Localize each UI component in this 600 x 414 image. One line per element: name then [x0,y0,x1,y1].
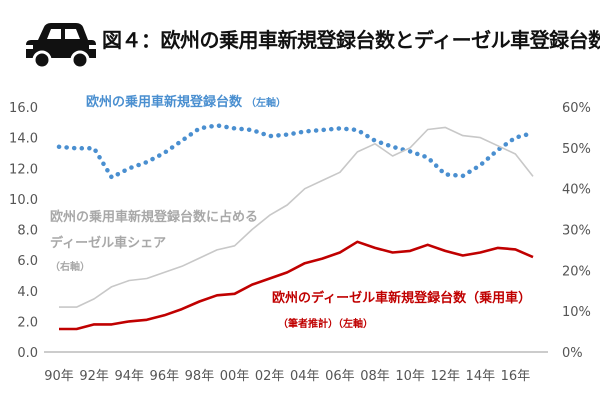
red-series-label-line2: （筆者推計）（左軸） [278,317,373,330]
right-tick-label: 30% [562,224,591,239]
left-tick-label: 12.0 [9,162,38,177]
x-tick-label: 06年 [325,369,355,384]
right-tick-label: 0% [562,346,583,361]
blue-series-label: 欧州の乗用車新規登録台数 （左軸） [86,94,286,110]
gray-series-label-line2: ディーゼル車シェア [50,235,166,251]
red-series-label-line1: 欧州のディーゼル車新規登録台数（乗用車） [272,290,531,306]
right-tick-label: 50% [562,142,591,157]
x-tick-label: 02年 [255,369,285,384]
left-axis: 0.0 2.0 4.0 6.0 8.0 10.0 12.0 14.0 16.0 [9,101,38,361]
left-tick-label: 14.0 [9,132,38,147]
right-axis: 0% 10% 20% 30% 40% 50% 60% [562,101,591,361]
x-axis: 90年 92年 94年 96年 98年 00年 02年 04年 06年 08年 10年 12年 14年 1… [44,369,530,384]
header: 図４：欧州の乗用車新規登録台数とディーゼル車登録台数 [0,0,600,88]
series-line-1 [56,123,536,180]
x-tick-label: 16年 [501,369,531,384]
x-tick-label: 10年 [395,369,425,384]
x-tick-label: 04年 [290,369,320,384]
gray-series-label-line1: 欧州の乗用車新規登録台数に占める [50,209,258,225]
x-tick-label: 12年 [430,369,460,384]
gray-series-label-suffix: （右軸） [50,260,90,273]
right-tick-label: 40% [562,183,591,198]
series-line-3 [59,240,534,331]
x-tick-label: 92年 [79,369,109,384]
right-tick-label: 60% [562,101,591,116]
series-line-2 [59,126,534,308]
x-tick-label: 08年 [360,369,390,384]
x-tick-label: 96年 [150,369,180,384]
left-tick-label: 2.0 [17,315,38,330]
x-tick-label: 14年 [466,369,496,384]
left-tick-label: 0.0 [17,346,38,361]
left-tick-label: 10.0 [9,193,38,208]
x-tick-label: 90年 [44,369,74,384]
x-tick-label: 00年 [220,369,250,384]
x-tick-label: 98年 [185,369,215,384]
right-tick-label: 20% [562,264,591,279]
left-tick-label: 16.0 [9,101,38,116]
car-icon [26,23,96,70]
left-tick-label: 4.0 [17,285,38,300]
chart-title: 図４：欧州の乗用車新規登録台数とディーゼル車登録台数 [102,28,600,52]
series-layer [56,123,536,331]
left-tick-label: 8.0 [17,224,38,239]
left-tick-label: 6.0 [17,254,38,269]
x-tick-label: 94年 [114,369,144,384]
right-tick-label: 10% [562,305,591,320]
